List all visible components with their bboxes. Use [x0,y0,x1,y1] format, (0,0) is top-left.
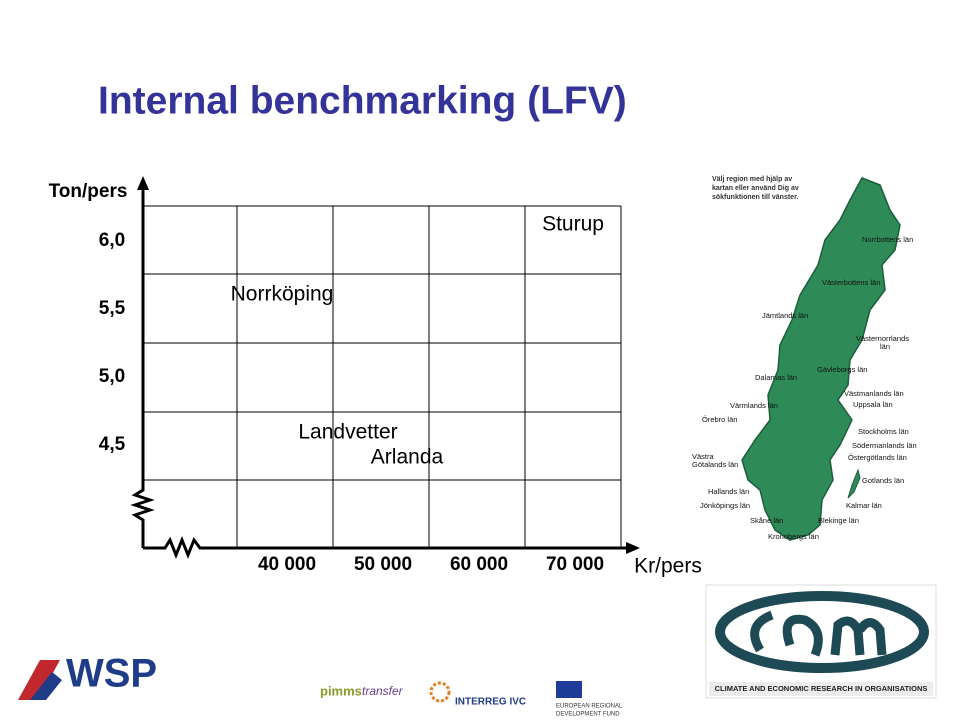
interreg-logo: INTERREG IVC [429,681,526,708]
sweden-map [741,177,901,541]
wsp-mark [30,672,62,700]
pimms-text: pimms [320,683,362,698]
x-arrow [626,542,640,554]
region-label: län [880,342,890,351]
region-label: Värmlands län [730,401,778,410]
region-label: Hallands län [708,487,749,496]
instruction-line: Välj region med hjälp av [712,176,792,183]
cem-mark [750,610,887,657]
y-tick-label: 5,0 [99,366,125,387]
airport-label: Landvetter [298,421,397,444]
y-tick-label: 6,0 [99,230,125,251]
airport-label: Arlanda [371,446,444,469]
wsp-logo: WSP [18,652,157,700]
map-instruction: Välj region med hjälp av kartan eller an… [712,176,799,201]
region-label: Dalarnas län [755,373,797,382]
interreg-text: INTERREG IVC [455,697,526,708]
region-label: Västra [692,452,715,461]
region-label: Götalands län [692,460,738,469]
region-label: Kronobergs län [768,532,819,541]
cem-band [709,682,933,696]
cem-mark [715,591,929,673]
map-regions: Norrbottens län Västerbottens län Jämtla… [692,235,917,541]
region-label: Östergötlands län [848,453,907,462]
cem-logo: CLIMATE AND ECONOMIC RESEARCH IN ORGANIS… [705,584,937,699]
region-label: Blekinge län [818,516,859,525]
instruction-line: sökfunktionen till vänster. [712,194,798,201]
region-label: Skåne län [750,516,783,525]
erdf-logo: EUROPEAN REGIONAL DEVELOPMENT FUND [556,681,623,718]
region-label: Västernorrlands [856,334,909,343]
y-arrow [137,176,149,190]
eu-flag [556,681,582,698]
y-axis-label: Ton/pers [49,181,128,202]
pimms-logo: pimms transfer [320,683,404,698]
region-label: Västerbottens län [822,278,880,287]
region-label: Kalmar län [846,501,882,510]
region-label: Uppsala län [853,400,893,409]
airport-label: Sturup [542,213,604,236]
x-axis [143,535,630,560]
title: Internal benchmarking (LFV) [98,79,627,122]
cem-text: CLIMATE AND ECONOMIC RESEARCH IN ORGANIS… [715,684,928,693]
y-tick-label: 4,5 [99,434,126,455]
region-label: Gävleborgs län [817,365,867,374]
x-tick-label: 50 000 [354,554,412,575]
region-label: Jämtlands län [762,311,808,320]
wsp-text: WSP [66,652,157,696]
region-label: Norrbottens län [862,235,913,244]
x-tick-label: 70 000 [546,554,604,575]
region-label: Gotlands län [862,476,904,485]
region-label: Västmanlands län [844,389,904,398]
pimms-text: transfer [362,684,404,698]
x-axis-label: Kr/pers [634,555,702,578]
region-label: Örebro län [702,415,737,424]
erdf-text: EUROPEAN REGIONAL [556,704,623,710]
gotland [847,468,861,499]
instruction-line: kartan eller använd Dig av [712,185,799,192]
erdf-text: DEVELOPMENT FUND [556,712,620,718]
interreg-mark [429,681,451,703]
airport-label: Norrköping [231,283,334,306]
region-label: Södermanlands län [852,441,917,450]
y-axis [130,184,155,548]
y-tick-label: 5,5 [99,298,126,319]
wsp-mark [18,660,60,700]
region-label: Stockholms län [858,427,909,436]
grid [143,205,622,548]
x-tick-label: 60 000 [450,554,508,575]
axes [130,184,630,560]
region-label: Jönköpings län [700,501,750,510]
x-tick-label: 40 000 [258,554,316,575]
